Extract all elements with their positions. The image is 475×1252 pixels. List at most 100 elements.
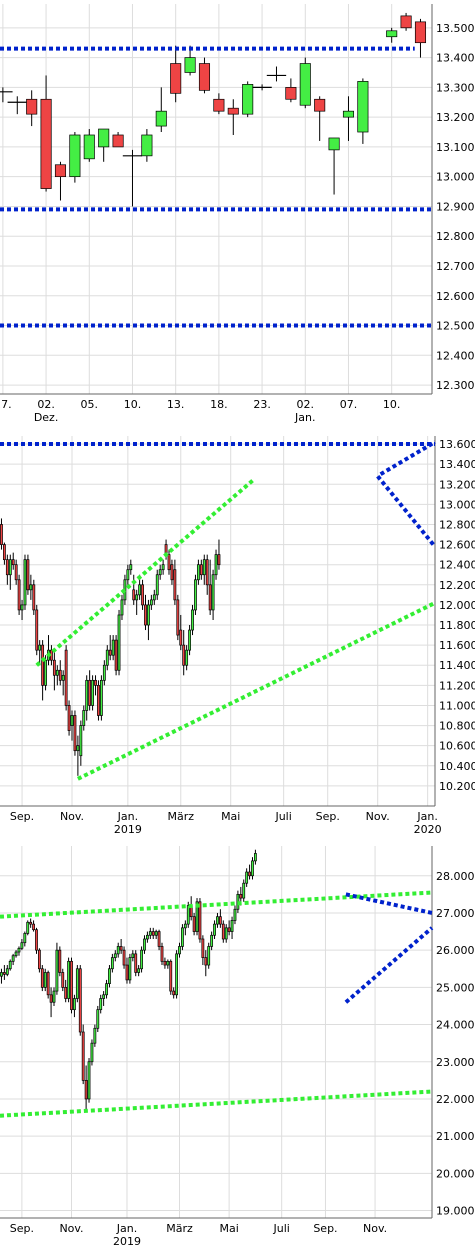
y-tick-label: 21.000: [436, 1130, 475, 1143]
candle-up: [52, 990, 56, 1003]
candle-up: [202, 559, 206, 576]
candle-up: [67, 960, 70, 999]
x-tick-label: Jan.: [116, 1222, 137, 1235]
candle-down: [58, 669, 62, 681]
y-tick-label: 11.400: [439, 659, 475, 672]
candle-up: [342, 110, 355, 118]
y-tick-label: 22.000: [436, 1093, 475, 1106]
x-tick-label: Nov.: [59, 1222, 83, 1235]
candle-down: [5, 559, 9, 576]
y-tick-label: 12.800: [439, 518, 475, 531]
candle-up: [23, 933, 27, 944]
x-tick-label: Nov.: [366, 810, 390, 823]
candle-down: [192, 916, 196, 932]
y-tick-label: 10.400: [439, 760, 475, 773]
candle-up: [216, 916, 219, 925]
candle-down: [3, 544, 6, 561]
x-tick-label: Juli: [273, 1222, 290, 1235]
x-tick-sublabel: 2019: [113, 1235, 141, 1248]
y-tick-label: 26.000: [436, 944, 475, 957]
x-tick-sublabel: 2020: [414, 823, 442, 836]
candle-up: [82, 710, 86, 726]
y-tick-label: 27.000: [436, 907, 475, 920]
x-tick-label: 27.: [0, 398, 12, 411]
candle-up: [44, 659, 47, 686]
benchmark-candlestick-chart: 19.000 20.000 21.000 22.000 23.000 24.000 25.0…: [0, 846, 475, 1248]
candle-down: [35, 609, 39, 651]
candle-up: [149, 599, 153, 606]
candle-down: [0, 524, 3, 545]
candle-up: [26, 921, 30, 934]
candle-up: [105, 649, 109, 666]
support-line-blue: [376, 474, 437, 548]
y-tick-label: 13.400: [439, 458, 475, 471]
x-tick-label: Juli: [274, 810, 291, 823]
candle-up: [196, 564, 200, 581]
y-tick-label: 24.000: [436, 1019, 475, 1032]
candle-down: [248, 871, 251, 877]
y-tick-label: 10.600: [439, 740, 475, 753]
candle-down: [227, 927, 231, 932]
x-tick-label: 18.: [210, 398, 228, 411]
candle-down: [314, 98, 326, 112]
candle-down: [119, 946, 123, 951]
candle-down: [218, 916, 222, 925]
candle-up: [98, 128, 110, 148]
y-tick-label: 11.800: [439, 619, 475, 632]
x-tick-label: 02.: [37, 398, 55, 411]
candle-up: [161, 564, 165, 571]
candle-up: [230, 920, 234, 932]
candle-up: [207, 946, 211, 966]
y-tick-label: 28.000: [436, 870, 475, 883]
candle-up: [99, 998, 103, 1011]
candle-down: [35, 929, 38, 951]
candle-down: [134, 953, 138, 973]
candle-down: [97, 684, 100, 716]
candle-down: [32, 584, 36, 611]
candle-up: [140, 949, 143, 970]
y-tick-label: 12.300: [436, 379, 475, 392]
candle-down: [208, 584, 212, 611]
candle-down: [67, 705, 71, 731]
candle-down: [144, 604, 147, 626]
candle-down: [170, 564, 174, 581]
candle-up: [43, 972, 47, 988]
y-tick-label: 13.200: [436, 111, 475, 124]
candle-down: [41, 644, 45, 686]
x-tick-label: 10.: [383, 398, 401, 411]
y-tick-label: 12.400: [439, 559, 475, 572]
candle-down: [141, 584, 144, 606]
candle-down: [108, 649, 112, 656]
candle-down: [169, 960, 173, 992]
candle-down: [73, 715, 77, 752]
candle-down: [58, 949, 62, 973]
x-tick-label: März: [167, 810, 194, 823]
x-tick-label: 05.: [81, 398, 99, 411]
candle-up: [105, 983, 108, 996]
candle-down: [176, 599, 180, 636]
candle-down: [205, 559, 209, 586]
candle-up: [8, 559, 12, 576]
candle-down: [163, 960, 167, 966]
trend-line-green: [35, 477, 256, 667]
y-tick-label: 12.500: [436, 320, 475, 333]
candle-down: [201, 938, 205, 958]
candle-up: [141, 134, 153, 157]
candle-up: [138, 584, 142, 596]
y-tick-label: 13.600: [439, 438, 475, 451]
candle-down: [170, 63, 182, 94]
support-line-blue: [345, 892, 433, 915]
candle-up: [147, 604, 150, 626]
candle-down: [61, 972, 65, 988]
candle-up: [155, 574, 159, 596]
y-tick-label: 13.300: [436, 81, 475, 94]
candle-down: [17, 579, 21, 611]
trend-line-green: [77, 601, 436, 781]
candle-down: [151, 931, 155, 936]
y-tick-label: 11.200: [439, 679, 475, 692]
x-tick-label: Mai: [219, 1222, 238, 1235]
x-tick-label: Sep.: [10, 810, 34, 823]
candle-down: [414, 21, 427, 44]
candle-down: [54, 164, 67, 178]
